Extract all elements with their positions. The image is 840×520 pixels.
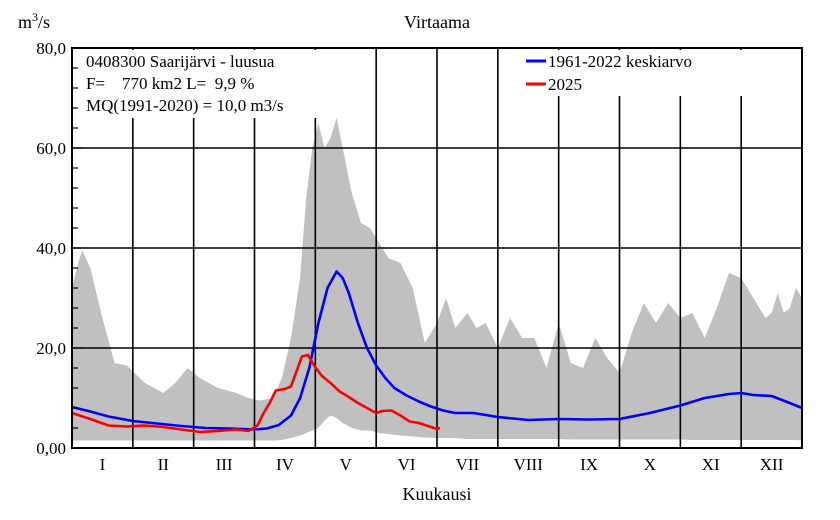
month-label: II bbox=[158, 455, 170, 474]
y-tick-label: 80,0 bbox=[36, 39, 66, 58]
month-label: VII bbox=[456, 455, 480, 474]
month-label: XII bbox=[760, 455, 784, 474]
current-year-line bbox=[71, 353, 441, 434]
month-label: XI bbox=[702, 455, 720, 474]
legend-label-mean: 1961-2022 keskiarvo bbox=[548, 52, 692, 71]
month-label: IV bbox=[276, 455, 295, 474]
month-label: X bbox=[644, 455, 656, 474]
month-label: IX bbox=[580, 455, 598, 474]
plot-frame bbox=[71, 47, 803, 449]
y-axis-label: m3/s bbox=[18, 10, 50, 32]
month-labels: I II III IV V VI VII VIII IX X XI XII bbox=[100, 455, 784, 474]
y-tick-label: 0,00 bbox=[36, 439, 66, 458]
x-axis-label: Kuukausi bbox=[403, 484, 472, 504]
legend bbox=[522, 50, 744, 96]
legend-label-current: 2025 bbox=[548, 75, 582, 94]
mean-flow-info: MQ(1991-2020) = 10,0 m3/s bbox=[86, 96, 284, 115]
info-box bbox=[82, 50, 328, 118]
y-tick-label: 40,0 bbox=[36, 239, 66, 258]
chart-title: Virtaama bbox=[404, 12, 470, 32]
y-tick-label: 60,0 bbox=[36, 139, 66, 158]
y-tick-label: 20,0 bbox=[36, 339, 66, 358]
month-label: V bbox=[340, 455, 353, 474]
series-group bbox=[71, 270, 803, 434]
month-label: VIII bbox=[514, 455, 544, 474]
month-label: I bbox=[100, 455, 106, 474]
month-label: III bbox=[216, 455, 233, 474]
y-tick-labels: 0,00 20,0 40,0 60,0 80,0 bbox=[36, 39, 66, 458]
month-label: VI bbox=[398, 455, 416, 474]
catchment-info: F= 770 km2 L= 9,9 % bbox=[86, 74, 254, 93]
station-name: 0408300 Saarijärvi - luusua bbox=[86, 52, 275, 71]
